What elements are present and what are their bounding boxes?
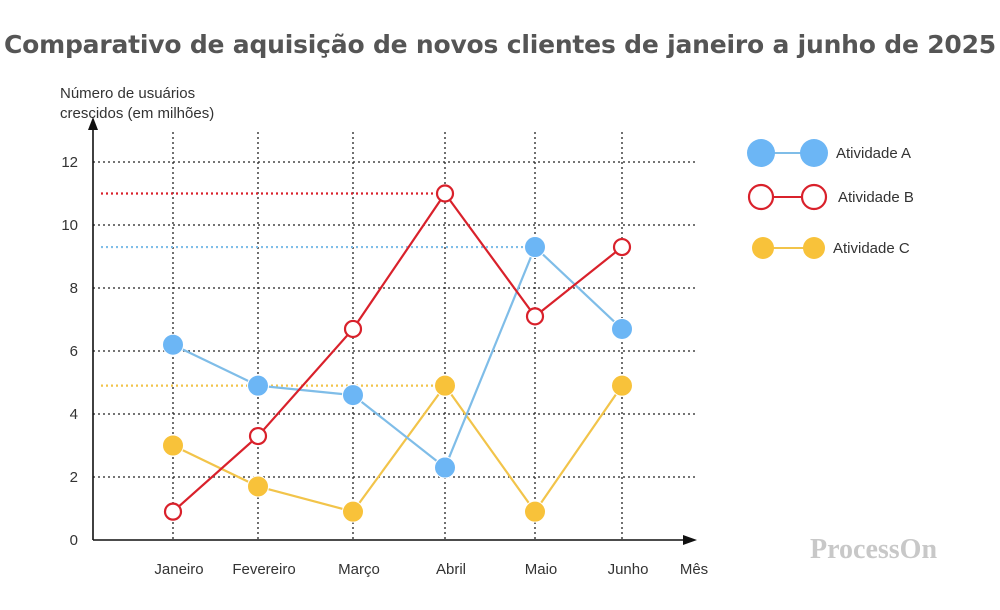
y-tick-label: 8 xyxy=(70,280,78,297)
data-point-series-2 xyxy=(434,374,456,397)
legend-marker xyxy=(800,183,828,211)
data-point-series-2 xyxy=(247,475,269,498)
series-line-1 xyxy=(172,192,623,513)
watermark: ProcessOn xyxy=(810,534,938,565)
legend-marker xyxy=(752,237,774,259)
data-point-series-0 xyxy=(342,384,364,407)
legend-marker xyxy=(800,139,828,167)
y-axis-label-line-2: crescidos (em milhões) xyxy=(60,105,215,122)
reference-lines xyxy=(101,192,535,387)
legend-marker xyxy=(803,237,825,259)
x-tick-label: Junho xyxy=(608,561,649,578)
x-tick-label: Março xyxy=(338,561,380,578)
series-line-0 xyxy=(172,245,623,469)
data-point-series-1 xyxy=(525,307,545,326)
x-axis-arrow xyxy=(683,535,697,545)
y-tick-label: 2 xyxy=(70,469,78,486)
y-axis-label-line-1: Número de usuários xyxy=(60,85,196,102)
y-tick-label: 0 xyxy=(70,532,78,549)
data-point-series-0 xyxy=(434,456,456,479)
legend-item-0: Atividade A xyxy=(747,139,911,167)
legend-marker xyxy=(747,139,775,167)
data-point-series-1 xyxy=(343,319,363,339)
data-point-series-0 xyxy=(524,236,546,259)
legend-label: Atividade B xyxy=(838,189,914,206)
legend: Atividade A Atividade B Atividade C xyxy=(747,139,914,259)
series xyxy=(162,184,633,523)
chart-title: Comparativo de aquisição de novos client… xyxy=(4,30,996,59)
data-point-series-0 xyxy=(247,374,269,397)
y-tick-label: 4 xyxy=(70,406,78,423)
axes: 0 2 4 6 8 10 12 Janeiro Fevereiro Março Abril Maio J… xyxy=(61,117,708,578)
y-tick-label: 10 xyxy=(61,217,78,234)
data-point-series-1 xyxy=(435,184,455,203)
data-point-series-1 xyxy=(612,237,632,257)
y-tick-label: 6 xyxy=(70,343,78,360)
legend-marker xyxy=(747,183,775,211)
data-point-series-1 xyxy=(163,502,183,521)
data-point-series-2 xyxy=(611,374,633,397)
legend-label: Atividade A xyxy=(836,145,911,162)
series-line-2 xyxy=(172,384,623,513)
y-tick-label: 12 xyxy=(61,154,78,171)
data-point-series-0 xyxy=(162,333,184,356)
data-point-series-0 xyxy=(611,317,633,340)
x-tick-label: Abril xyxy=(436,561,466,578)
data-point-series-2 xyxy=(162,434,184,457)
legend-item-2: Atividade C xyxy=(752,237,910,259)
data-point-series-2 xyxy=(524,500,546,523)
data-point-series-1 xyxy=(248,426,268,446)
x-axis-label: Mês xyxy=(680,561,708,578)
data-point-series-2 xyxy=(342,500,364,523)
x-tick-label: Janeiro xyxy=(154,561,203,578)
x-tick-label: Maio xyxy=(525,561,558,578)
grid xyxy=(93,132,697,540)
legend-label: Atividade C xyxy=(833,240,910,257)
legend-item-1: Atividade B xyxy=(747,183,914,211)
y-axis-label: Número de usuários crescidos (em milhões… xyxy=(60,84,280,124)
y-axis-arrow xyxy=(88,117,98,130)
x-tick-label: Fevereiro xyxy=(232,561,295,578)
